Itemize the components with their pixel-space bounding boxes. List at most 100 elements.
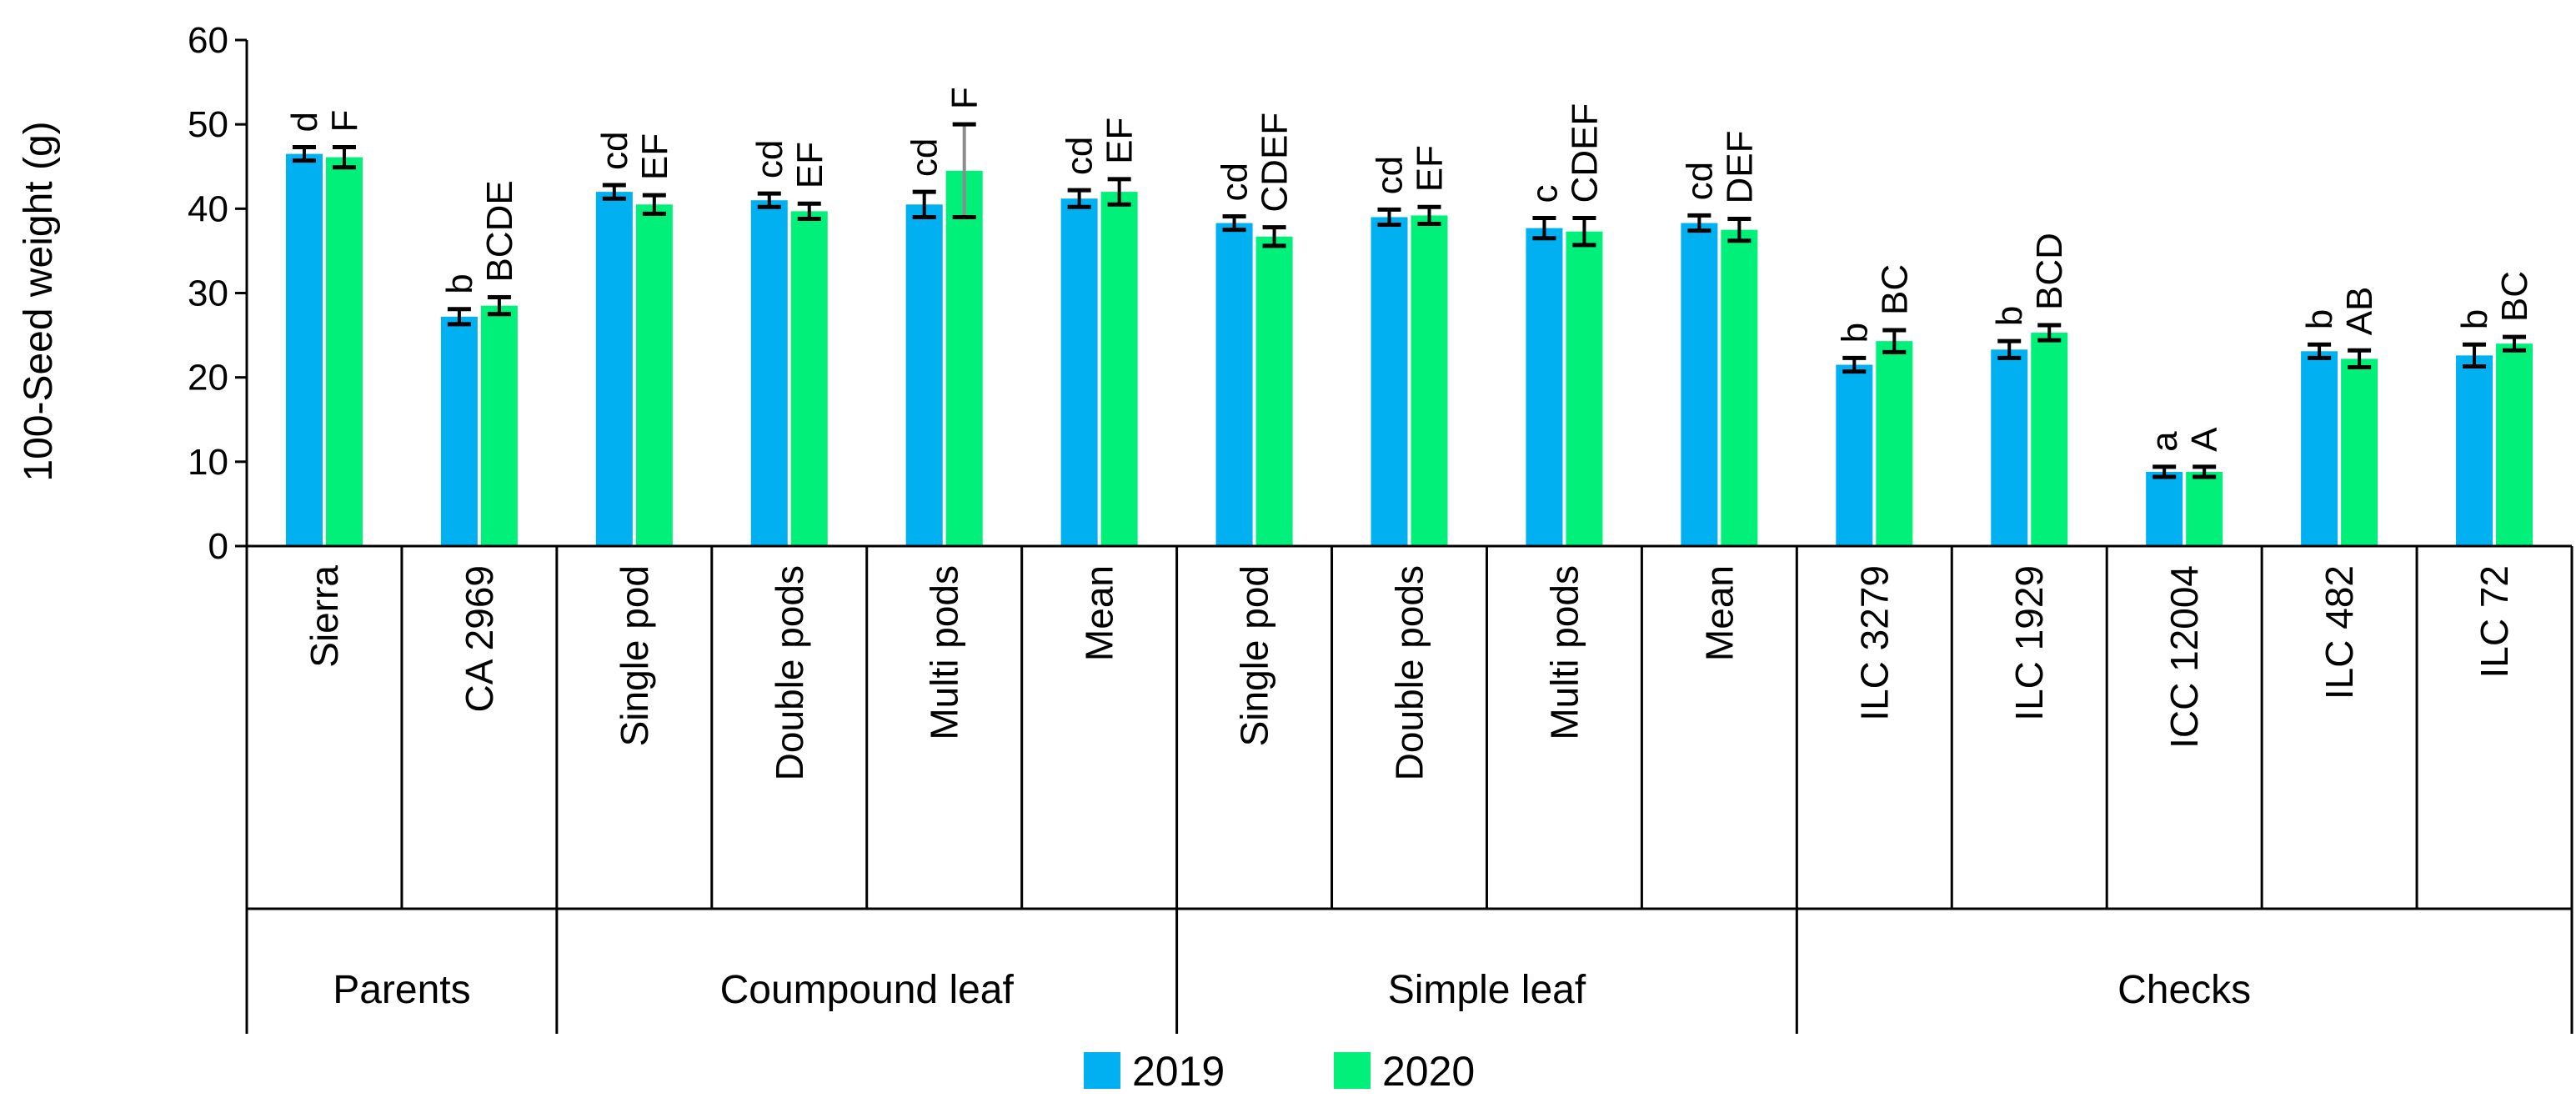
bar-2020 [2031,333,2068,546]
error-bars [292,122,2527,479]
significance-letter-2019: c [1524,184,1565,203]
significance-letter-2019: b [2299,309,2340,329]
significance-letter-2019: cd [594,132,635,170]
significance-letter-2019: cd [905,138,945,177]
error-bar-2019 [292,144,316,163]
y-tick-label: 60 [188,20,228,61]
error-bar-2020 [1262,225,1286,248]
error-bar-2019 [2308,342,2332,360]
error-bar-2019 [1842,355,1867,374]
bar-2019 [1836,364,1873,546]
bars [285,153,2533,546]
error-bar-2019 [1997,338,2022,360]
axes: 0 10 20 30 40 50 60 [188,20,248,567]
category-label: Mean [1697,565,1741,661]
bar-2019 [2456,355,2493,546]
category-label: Mean [1078,565,1121,661]
bar-2019 [285,153,323,546]
error-bar-2020 [1882,328,1907,354]
category-label: ILC 3279 [1852,565,1896,721]
legend-label: 2020 [1382,1048,1475,1095]
bar-2019 [440,316,478,546]
bar-2020 [635,204,673,546]
bar-2020 [480,305,518,546]
error-bar-2020 [952,122,976,219]
bar-2019 [905,204,943,546]
error-bar-2020 [1417,204,1441,227]
significance-letter-2019: cd [1215,163,1255,201]
category-label: ILC 1929 [2007,565,2051,721]
bar-2019 [1215,223,1253,546]
category-label: Multi pods [923,565,966,740]
significance-letter-2020: CDEF [1564,103,1605,203]
group-label: Simple leaf [1388,968,1586,1012]
category-label: Single pod [613,565,656,746]
error-bar-2020 [797,201,821,221]
significance-letter-2019: b [2454,309,2495,329]
bar-2019 [1060,198,1098,546]
significance-letter-2019: cd [1370,156,1411,194]
category-label: Sierra [303,565,346,668]
category-label: Multi pods [1542,565,1586,740]
category-label: ILC 482 [2318,565,2361,699]
significance-letter-2019: cd [1060,137,1100,175]
bar-2020 [1411,215,1448,546]
error-bar-2019 [602,183,626,201]
category-label: Double pods [768,565,811,780]
bar-2019 [2301,351,2338,546]
bar-2019 [1371,217,1408,546]
significance-letter-2020: EF [634,133,675,180]
error-bar-2020 [642,193,666,216]
category-label: Double pods [1388,565,1431,780]
error-bar-2020 [2503,334,2527,353]
category-label: Single pod [1233,565,1276,746]
bar-2020 [1255,236,1293,546]
significance-letter-2020: EF [1100,118,1140,164]
category-axis: Sierra CA 2969 Single pod Double pods Multi … [245,544,2573,1034]
error-bar-2020 [332,144,356,170]
group-label: Checks [2117,968,2251,1012]
bar-2020 [2341,358,2378,546]
significance-letter-2020: BCD [2029,233,2070,310]
error-bar-2019 [1377,207,1401,228]
error-bar-2019 [1687,213,1711,233]
significance-letter-2020: BC [2494,271,2535,322]
bar-2020 [2496,343,2533,546]
error-bar-2019 [757,191,781,209]
error-bar-2020 [2348,348,2372,370]
significance-letter-2020: CDEF [1255,113,1296,213]
bar-2019 [1991,349,2028,546]
category-label: ILC 72 [2473,565,2516,679]
y-tick-label: 40 [188,188,228,229]
group-label: Coumpound leaf [720,968,1015,1012]
legend-label: 2019 [1132,1048,1225,1095]
error-bar-2020 [1727,216,1752,243]
significance-letter-2020: EF [789,142,830,188]
legend-swatch [1084,1052,1120,1089]
significance-letter-2019: d [284,112,325,132]
bar-2019 [1681,223,1718,546]
category-label: CA 2969 [458,565,501,712]
bar-2020 [1566,231,1603,546]
bar-2019 [595,192,633,546]
significance-letter-2020: EF [1410,145,1451,192]
significance-letter-2020: BCDE [479,180,520,282]
bar-2020 [325,157,363,546]
y-tick-label: 50 [188,104,228,145]
error-bar-2019 [1067,188,1091,209]
legend-item-2019: 2019 [1084,1048,1225,1095]
legend: 2019 2020 [1084,1048,1475,1095]
error-bar-2019 [2463,342,2487,369]
significance-letter-2020: F [324,110,365,133]
bar-2020 [945,170,983,546]
error-bar-2019 [912,189,936,219]
bar-2019 [2146,471,2183,546]
error-bar-2019 [2153,464,2177,479]
error-bar-2020 [2193,464,2217,479]
significance-letter-2020: BC [1874,264,1915,315]
significance-letter-2020: F [945,87,985,109]
y-tick-label: 20 [188,358,228,399]
error-bar-2019 [1222,213,1246,233]
